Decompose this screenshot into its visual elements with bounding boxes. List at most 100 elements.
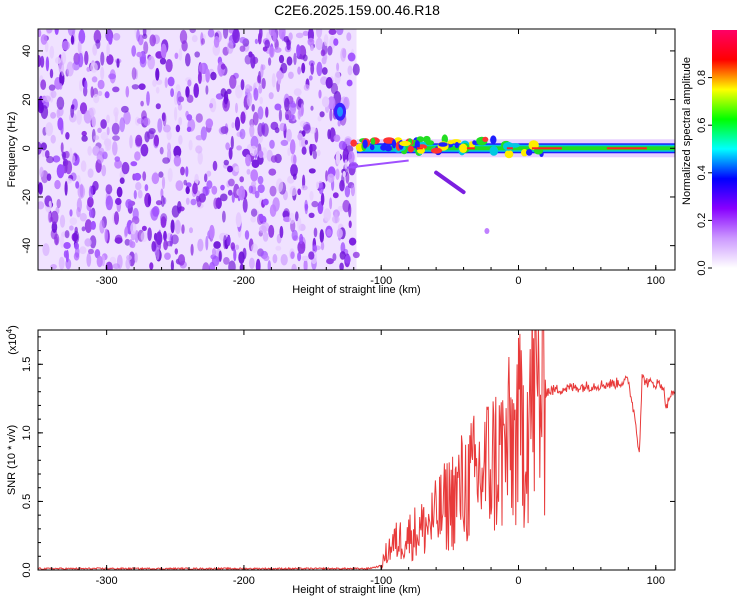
colorbar-tick-label: 0.4	[696, 165, 708, 180]
noise-speckle	[96, 255, 103, 268]
noise-speckle	[346, 79, 353, 87]
noise-speckle	[316, 181, 319, 190]
x-tick-label: 100	[647, 275, 665, 287]
noise-speckle	[220, 126, 229, 134]
carrier-blob	[451, 139, 462, 144]
noise-speckle	[65, 160, 73, 175]
noise-speckle	[233, 248, 237, 262]
noise-speckle	[344, 254, 352, 264]
y-tick-label: 0.5	[21, 494, 33, 509]
noise-speckle	[180, 166, 185, 176]
noise-speckle	[301, 185, 308, 191]
noise-speckle	[55, 57, 61, 64]
carrier-peak	[531, 147, 562, 150]
noise-speckle	[280, 254, 288, 266]
noise-speckle	[189, 227, 193, 234]
noise-speckle	[297, 133, 303, 141]
noise-speckle	[88, 248, 94, 255]
noise-speckle	[261, 77, 266, 90]
noise-speckle	[93, 93, 100, 104]
noise-speckle	[60, 142, 64, 154]
noise-speckle	[63, 242, 71, 249]
noise-speckle	[211, 185, 218, 195]
noise-speckle	[69, 217, 78, 226]
noise-speckle	[112, 33, 121, 41]
y-axis-label: Frequency (Hz)	[6, 112, 18, 188]
noise-speckle	[79, 102, 88, 115]
noise-speckle	[336, 29, 344, 36]
noise-speckle	[185, 166, 189, 178]
noise-speckle	[186, 114, 193, 121]
noise-speckle	[252, 111, 259, 126]
noise-speckle	[307, 37, 315, 47]
noise-speckle	[201, 38, 205, 45]
noise-speckle	[108, 33, 113, 45]
carrier-blob	[459, 143, 468, 153]
noise-speckle	[125, 199, 133, 209]
noise-speckle	[155, 86, 160, 94]
noise-speckle	[163, 124, 171, 133]
noise-speckle	[174, 107, 178, 121]
noise-speckle	[245, 154, 252, 167]
noise-speckle	[135, 134, 143, 147]
noise-speckle	[258, 84, 263, 94]
x-tick-label: 0	[515, 575, 521, 587]
noise-speckle	[54, 29, 59, 35]
noise-speckle	[311, 200, 319, 208]
noise-speckle	[317, 115, 322, 122]
noise-speckle	[202, 262, 210, 270]
noise-speckle	[293, 88, 302, 96]
noise-speckle	[232, 29, 240, 44]
noise-speckle	[147, 55, 155, 70]
x-tick-label: 0	[515, 275, 521, 287]
noise-speckle	[84, 238, 92, 247]
noise-speckle	[97, 127, 102, 133]
noise-speckle	[290, 251, 295, 259]
noise-speckle	[74, 242, 79, 250]
noise-speckle	[112, 141, 118, 156]
noise-speckle	[95, 39, 101, 49]
noise-speckle	[152, 206, 160, 217]
noise-speckle	[313, 227, 318, 238]
noise-speckle	[42, 243, 50, 256]
noise-speckle	[175, 124, 181, 133]
noise-speckle	[244, 84, 252, 93]
colorbar-tick-label: 0.0	[696, 260, 708, 275]
noise-speckle	[100, 66, 105, 80]
noise-speckle	[195, 113, 203, 123]
noise-speckle	[195, 135, 203, 141]
noise-speckle	[222, 210, 226, 223]
noise-speckle	[178, 135, 183, 145]
noise-speckle	[164, 252, 171, 260]
noise-speckle	[278, 29, 286, 40]
noise-speckle	[52, 155, 61, 163]
noise-speckle	[142, 33, 148, 39]
noise-speckle	[290, 114, 295, 121]
noise-speckle	[204, 173, 208, 183]
noise-speckle	[124, 226, 128, 237]
noise-speckle	[320, 192, 325, 206]
noise-speckle	[338, 140, 346, 150]
noise-speckle	[50, 112, 57, 119]
noise-speckle	[176, 90, 182, 106]
y-tick-label: 1.5	[21, 357, 33, 372]
noise-speckle	[236, 145, 243, 151]
noise-speckle	[332, 192, 339, 199]
noise-speckle	[93, 29, 102, 44]
noise-speckle	[49, 45, 55, 59]
noise-speckle	[88, 185, 94, 199]
x-axis-label: Height of straight line (km)	[292, 284, 420, 296]
noise-speckle	[191, 35, 198, 43]
noise-speckle	[87, 145, 92, 156]
noise-speckle	[249, 124, 255, 138]
noise-speckle	[209, 224, 215, 240]
carrier-blob	[362, 139, 368, 149]
noise-speckle	[239, 176, 244, 183]
noise-speckle	[115, 197, 122, 206]
noise-speckle	[194, 51, 200, 58]
noise-speckle	[104, 91, 110, 99]
carrier-blob	[526, 149, 533, 156]
noise-speckle	[189, 29, 196, 34]
x-tick-label: -200	[233, 275, 255, 287]
noise-speckle	[220, 193, 228, 202]
